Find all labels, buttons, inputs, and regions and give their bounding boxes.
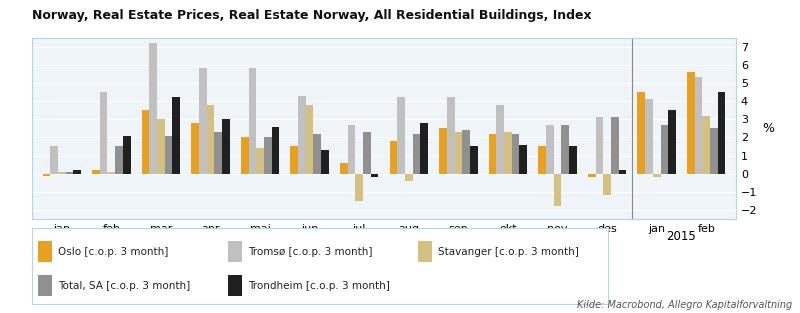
- Bar: [222, 119, 230, 174]
- Bar: [694, 78, 702, 174]
- Bar: [370, 174, 378, 177]
- Bar: [157, 119, 165, 174]
- Bar: [264, 137, 271, 174]
- Text: Norway, Real Estate Prices, Real Estate Norway, All Residential Buildings, Index: Norway, Real Estate Prices, Real Estate …: [32, 9, 592, 23]
- Bar: [603, 174, 611, 196]
- Bar: [611, 117, 618, 174]
- Bar: [100, 92, 107, 174]
- Bar: [710, 128, 718, 174]
- Bar: [42, 174, 50, 176]
- Bar: [66, 172, 74, 174]
- Text: Stavanger [c.o.p. 3 month]: Stavanger [c.o.p. 3 month]: [438, 247, 579, 257]
- Bar: [405, 174, 413, 181]
- Bar: [420, 123, 428, 174]
- Bar: [199, 69, 206, 174]
- Bar: [50, 146, 58, 174]
- Bar: [519, 145, 527, 174]
- Bar: [340, 163, 348, 174]
- Bar: [398, 97, 405, 174]
- Bar: [107, 172, 115, 174]
- Text: 2014: 2014: [344, 230, 374, 243]
- Bar: [661, 125, 668, 174]
- Bar: [569, 146, 577, 174]
- Text: Tromsø [c.o.p. 3 month]: Tromsø [c.o.p. 3 month]: [248, 247, 373, 257]
- Bar: [470, 146, 478, 174]
- Text: Oslo [c.o.p. 3 month]: Oslo [c.o.p. 3 month]: [58, 247, 168, 257]
- FancyBboxPatch shape: [418, 241, 432, 262]
- Bar: [256, 148, 264, 174]
- Bar: [668, 110, 676, 174]
- Bar: [142, 110, 150, 174]
- Bar: [150, 43, 157, 174]
- Bar: [687, 72, 694, 174]
- Bar: [562, 125, 569, 174]
- Bar: [123, 136, 130, 174]
- Bar: [271, 126, 279, 174]
- Bar: [191, 123, 199, 174]
- Bar: [290, 146, 298, 174]
- Bar: [241, 137, 249, 174]
- Bar: [462, 130, 470, 174]
- Bar: [595, 117, 603, 174]
- Bar: [504, 132, 512, 174]
- Bar: [702, 115, 710, 174]
- Bar: [546, 125, 554, 174]
- Bar: [314, 134, 321, 174]
- Bar: [165, 136, 173, 174]
- Bar: [618, 170, 626, 174]
- Bar: [653, 174, 661, 177]
- Bar: [390, 141, 398, 174]
- Bar: [554, 174, 562, 206]
- Text: Total, SA [c.o.p. 3 month]: Total, SA [c.o.p. 3 month]: [58, 280, 190, 290]
- Bar: [645, 99, 653, 174]
- Bar: [214, 132, 222, 174]
- Bar: [454, 132, 462, 174]
- Bar: [348, 125, 355, 174]
- FancyBboxPatch shape: [38, 275, 52, 296]
- FancyBboxPatch shape: [38, 241, 52, 262]
- FancyBboxPatch shape: [228, 275, 242, 296]
- FancyBboxPatch shape: [228, 241, 242, 262]
- Bar: [298, 96, 306, 174]
- Bar: [321, 150, 329, 174]
- Bar: [92, 170, 100, 174]
- Bar: [638, 92, 645, 174]
- Bar: [58, 172, 66, 174]
- Bar: [115, 146, 123, 174]
- Bar: [512, 134, 519, 174]
- Bar: [489, 134, 497, 174]
- Bar: [538, 146, 546, 174]
- Text: 2015: 2015: [666, 230, 696, 243]
- Bar: [439, 128, 447, 174]
- Bar: [363, 132, 370, 174]
- Bar: [74, 170, 81, 174]
- Bar: [173, 97, 180, 174]
- Bar: [249, 69, 256, 174]
- Text: Kilde: Macrobond, Allegro Kapitalforvaltning: Kilde: Macrobond, Allegro Kapitalforvalt…: [577, 300, 792, 310]
- Bar: [413, 134, 420, 174]
- Bar: [718, 92, 726, 174]
- Y-axis label: %: %: [762, 122, 774, 135]
- Text: Trondheim [c.o.p. 3 month]: Trondheim [c.o.p. 3 month]: [248, 280, 390, 290]
- Bar: [206, 105, 214, 174]
- Bar: [355, 174, 363, 201]
- Bar: [588, 174, 595, 177]
- Bar: [447, 97, 454, 174]
- Bar: [306, 105, 314, 174]
- Bar: [497, 105, 504, 174]
